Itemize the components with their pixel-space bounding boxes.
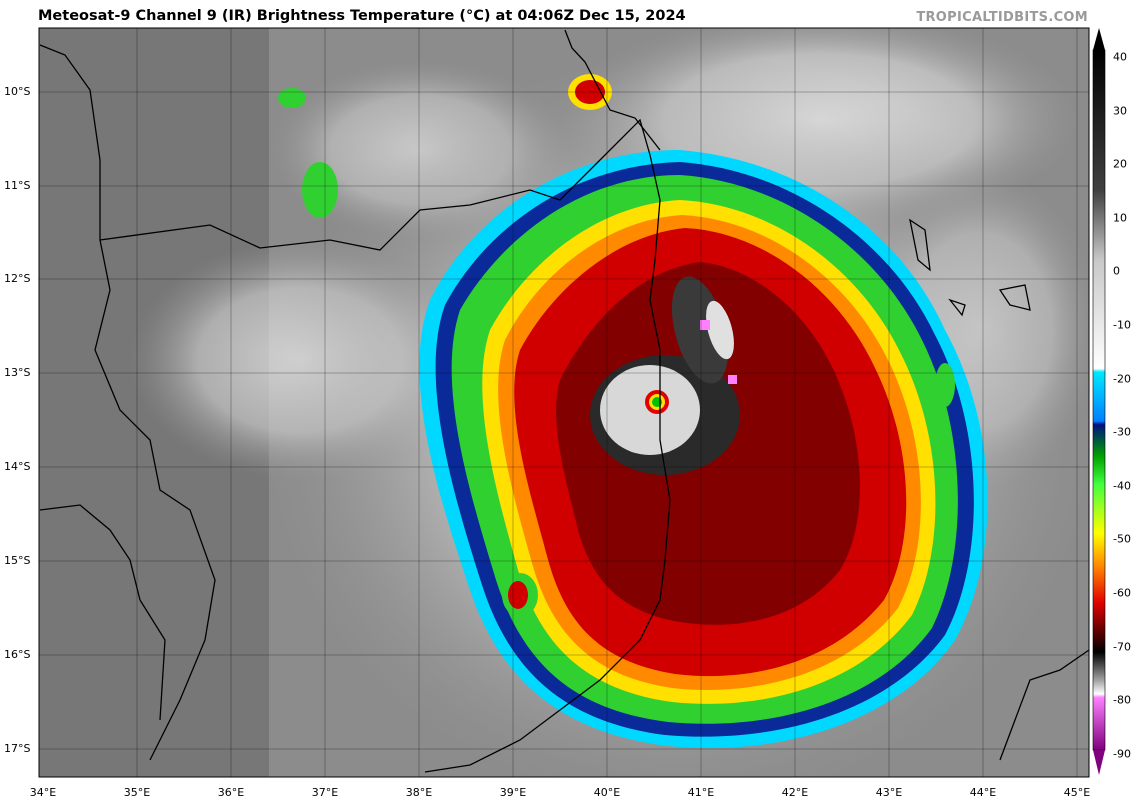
imagery-layer	[39, 28, 1089, 777]
colorbar-tick-label: -50	[1113, 532, 1131, 546]
colorbar-tick-label: -20	[1113, 372, 1131, 386]
colorbar-tick-label: 20	[1113, 157, 1127, 171]
lat-label: 11°S	[4, 179, 31, 192]
colorbar-tick-label: -30	[1113, 425, 1131, 439]
lon-label: 39°E	[499, 786, 527, 799]
lon-label: 38°E	[405, 786, 433, 799]
lon-label: 43°E	[875, 786, 903, 799]
colorbar-tick-label: -40	[1113, 479, 1131, 493]
colorbar-tick-label: 30	[1113, 104, 1127, 118]
colorbar-tick-label: 0	[1113, 264, 1120, 278]
colorbar-tick-label: 40	[1113, 50, 1127, 64]
colorbar-tick-label: -90	[1113, 747, 1131, 761]
colorbar-tick-label: 10	[1113, 211, 1127, 225]
lat-label: 12°S	[4, 272, 31, 285]
graticule	[39, 28, 1089, 777]
lon-label: 45°E	[1063, 786, 1091, 799]
colorbar-tick-label: -80	[1113, 693, 1131, 707]
lon-label: 36°E	[217, 786, 245, 799]
map-frame	[38, 27, 1090, 778]
lon-label: 37°E	[311, 786, 339, 799]
lat-label: 16°S	[4, 648, 31, 661]
source-credit: TROPICALTIDBITS.COM	[916, 10, 1088, 25]
lon-label: 40°E	[593, 786, 621, 799]
lat-label: 14°S	[4, 460, 31, 473]
colorbar-tick-label: -60	[1113, 586, 1131, 600]
lon-label: 34°E	[29, 786, 57, 799]
colorbar	[1092, 28, 1106, 775]
lon-label: 44°E	[969, 786, 997, 799]
lat-label: 13°S	[4, 366, 31, 379]
lat-label: 10°S	[4, 85, 31, 98]
lon-label: 41°E	[687, 786, 715, 799]
map-title: Meteosat-9 Channel 9 (IR) Brightness Tem…	[38, 8, 686, 24]
lon-label: 42°E	[781, 786, 809, 799]
lon-label: 35°E	[123, 786, 151, 799]
coastlines	[39, 29, 1089, 773]
colorbar-tick-label: -10	[1113, 318, 1131, 332]
lat-label: 17°S	[4, 742, 31, 755]
colorbar-tick-label: -70	[1113, 640, 1131, 654]
lat-label: 15°S	[4, 554, 31, 567]
